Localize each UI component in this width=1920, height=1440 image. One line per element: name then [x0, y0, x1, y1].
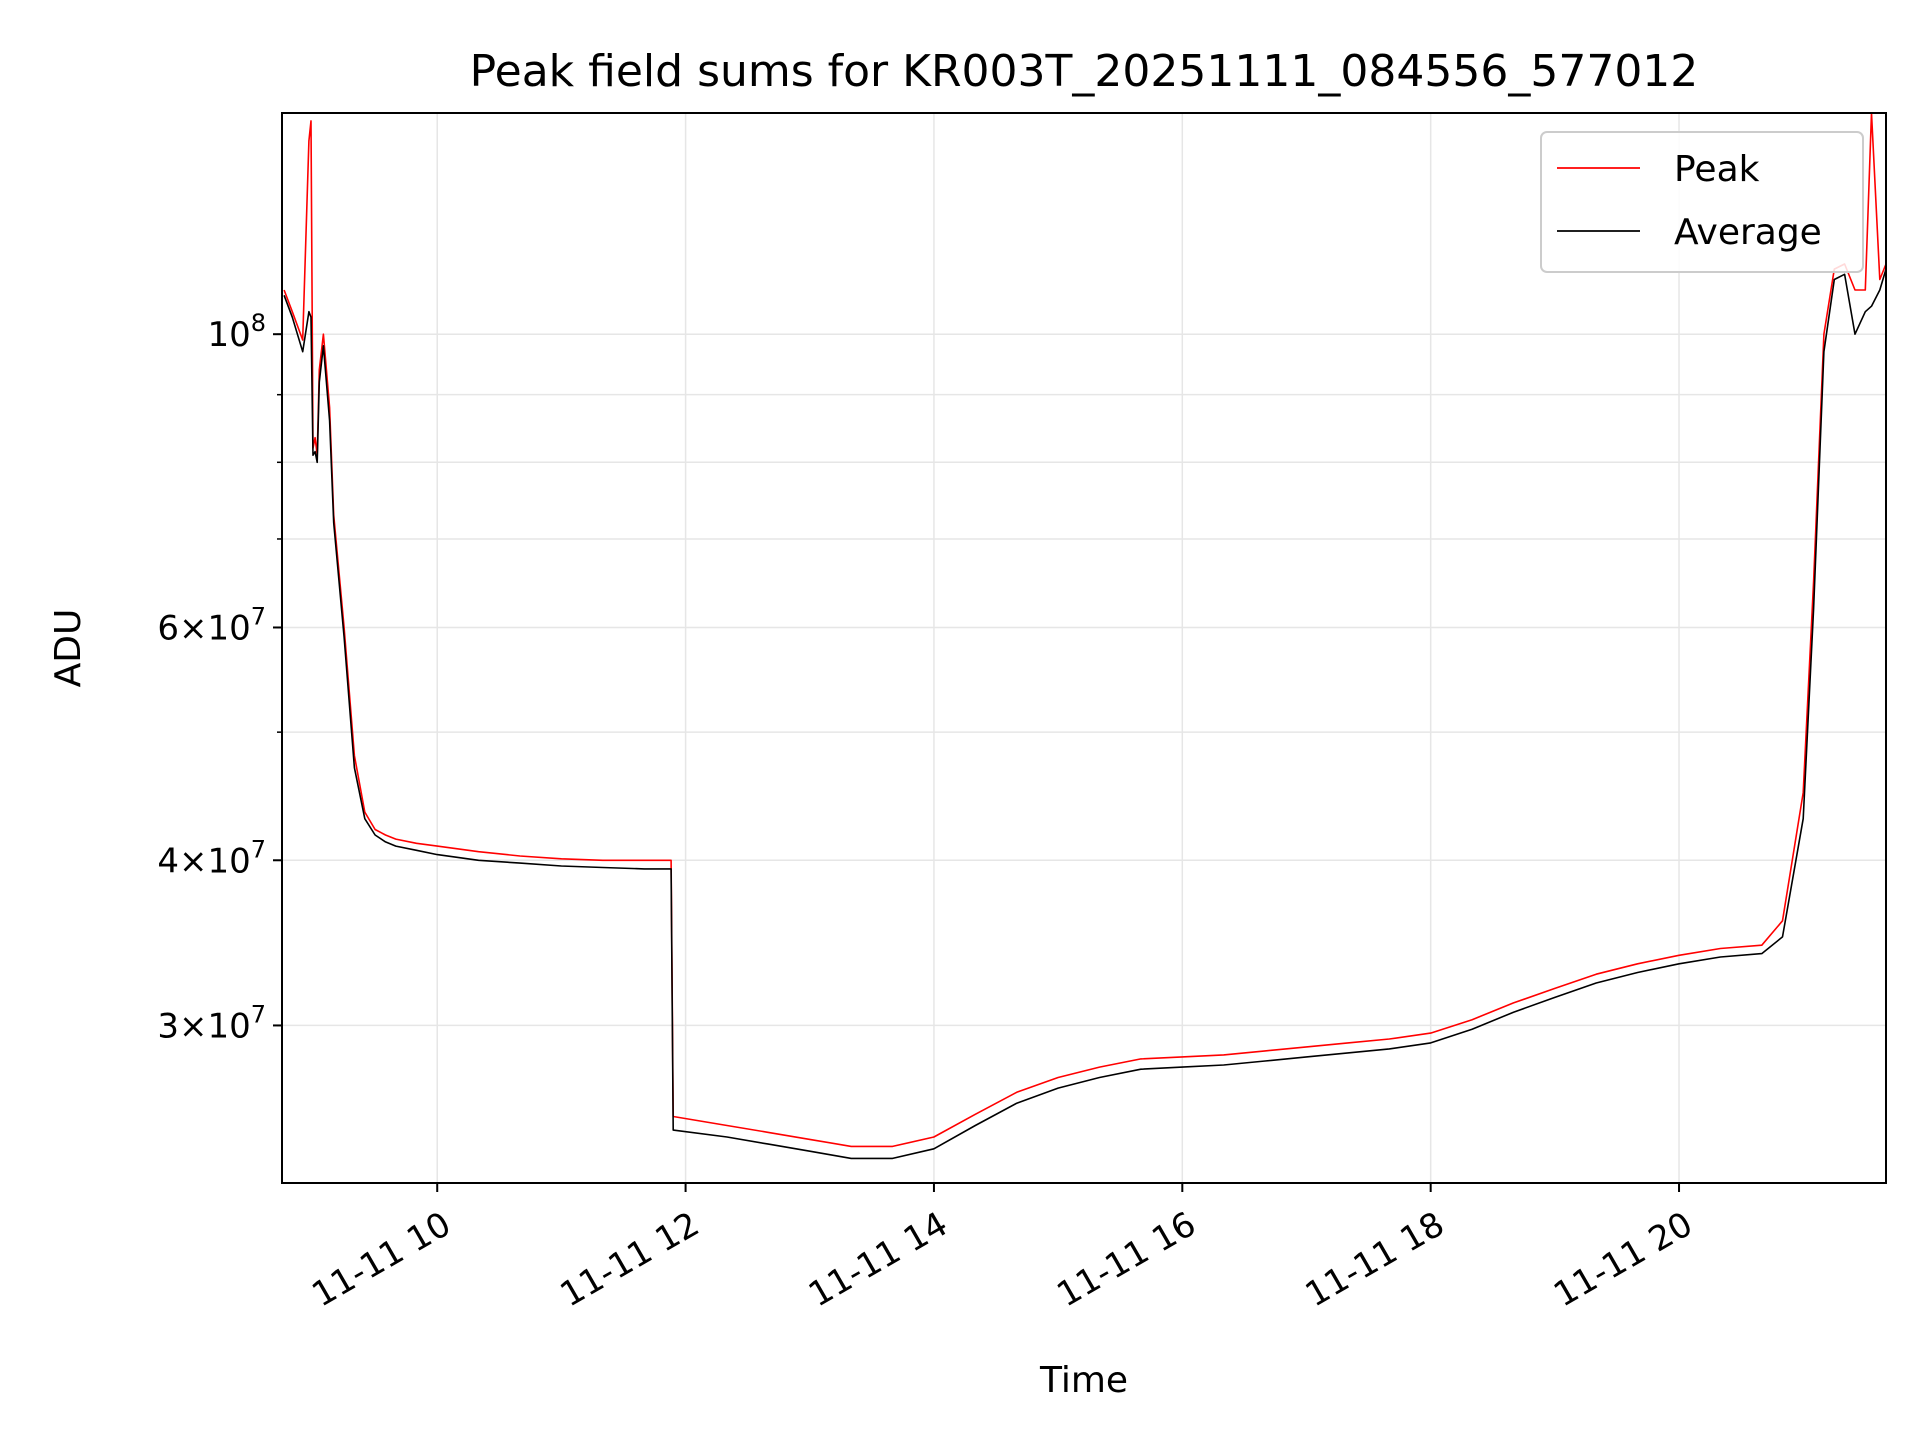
- legend-box: [1540, 131, 1864, 273]
- legend: Peak Average: [1540, 131, 1864, 273]
- legend-label-peak: Peak: [1674, 149, 1760, 190]
- y-tick-label: 108: [207, 309, 266, 355]
- y-axis-label: ADU: [48, 609, 89, 688]
- series-layer: [283, 112, 1887, 1160]
- y-tick-label: 3×107: [157, 1000, 266, 1046]
- y-tick-label: 4×107: [157, 835, 266, 881]
- chart-title: Peak field sums for KR003T_20251111_0845…: [470, 46, 1699, 97]
- y-tick-label: 6×107: [157, 602, 266, 648]
- plot-frame: [281, 112, 1887, 1184]
- legend-label-average: Average: [1674, 212, 1822, 253]
- grid: [282, 113, 1886, 1183]
- series-line-average: [283, 268, 1887, 1160]
- y-axis: 108 6×107 4×107 3×107: [157, 309, 282, 1046]
- x-axis-label: Time: [1039, 1360, 1128, 1401]
